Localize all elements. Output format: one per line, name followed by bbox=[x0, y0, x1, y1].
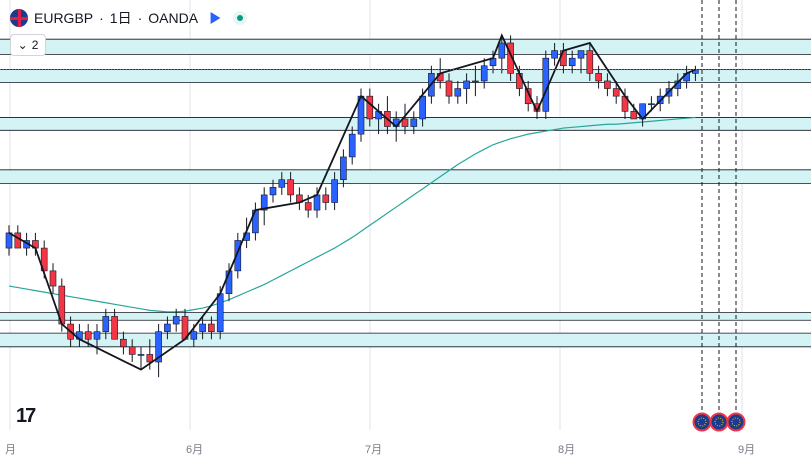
candle-up bbox=[93, 331, 101, 340]
chevron-down-icon: ⌄ bbox=[17, 38, 28, 52]
separator: · bbox=[99, 10, 104, 26]
candle-down bbox=[49, 270, 57, 287]
candle-down bbox=[604, 80, 611, 89]
candle-down bbox=[586, 50, 594, 74]
candle-up bbox=[454, 88, 462, 97]
candle-up bbox=[172, 316, 180, 325]
candle-up bbox=[410, 118, 418, 127]
candle-up bbox=[155, 331, 162, 363]
candle-up bbox=[348, 133, 356, 158]
candle-down bbox=[146, 354, 154, 363]
candle-down bbox=[630, 111, 638, 120]
candle-up bbox=[340, 156, 347, 181]
candle-down bbox=[322, 194, 330, 203]
market-status-icon[interactable] bbox=[233, 11, 248, 25]
x-tick-label: 月 bbox=[5, 444, 16, 456]
future-event-lines bbox=[0, 0, 811, 432]
candle-down bbox=[84, 331, 92, 340]
candle-up bbox=[137, 354, 145, 356]
candle-up bbox=[577, 50, 585, 59]
symbol-legend[interactable]: EURGBP · 1日 · OANDA bbox=[10, 8, 248, 28]
symbol-name: EURGBP bbox=[34, 10, 94, 26]
x-tick-label: 6月 bbox=[186, 444, 204, 456]
eu-flag-icon bbox=[692, 412, 712, 432]
x-tick-label: 7月 bbox=[365, 444, 383, 456]
eu-flag-icon bbox=[709, 412, 729, 432]
candle-down bbox=[516, 73, 523, 89]
candle-down bbox=[401, 118, 409, 127]
zigzag-line bbox=[8, 33, 696, 371]
grid bbox=[9, 0, 743, 430]
interval-label: 1日 bbox=[109, 10, 132, 26]
indicator-count: 2 bbox=[31, 38, 39, 52]
moving-average bbox=[8, 116, 696, 313]
x-tick-label: 8月 bbox=[558, 444, 576, 456]
candle-up bbox=[472, 80, 479, 83]
candle-down bbox=[128, 346, 136, 355]
candle-up bbox=[269, 187, 277, 196]
candle-down bbox=[524, 88, 532, 105]
support-resistance-zones[interactable] bbox=[0, 38, 811, 348]
candle-up bbox=[190, 331, 198, 340]
candle-up bbox=[331, 179, 338, 203]
zone-rect bbox=[0, 39, 811, 55]
candles bbox=[5, 35, 699, 378]
eu-flag-icon bbox=[726, 412, 746, 432]
separator: · bbox=[137, 10, 143, 26]
zone-rect bbox=[0, 312, 811, 321]
candle-down bbox=[287, 179, 294, 196]
candle-down bbox=[366, 95, 374, 120]
candle-up bbox=[278, 179, 286, 188]
candle-up bbox=[568, 57, 576, 67]
zone-rect bbox=[0, 169, 811, 184]
candle-up bbox=[216, 293, 224, 332]
candle-up bbox=[164, 323, 171, 332]
candle-up bbox=[102, 316, 110, 332]
candle-up bbox=[419, 95, 426, 120]
x-tick-label: 9月 bbox=[738, 444, 756, 456]
candle-down bbox=[560, 50, 567, 67]
candle-down bbox=[595, 73, 602, 82]
exchange-label: OANDA bbox=[148, 10, 199, 26]
collapse-indicators-button[interactable]: ⌄ 2 bbox=[10, 34, 46, 56]
tradingview-logo[interactable]: 17 bbox=[16, 405, 36, 427]
candle-down bbox=[208, 323, 215, 332]
candle-up bbox=[480, 65, 488, 82]
candle-up bbox=[234, 240, 242, 272]
candle-up bbox=[260, 194, 268, 211]
candle-up bbox=[551, 50, 558, 59]
ma-line bbox=[8, 116, 696, 313]
candle-down bbox=[111, 316, 118, 340]
candle-up bbox=[463, 80, 470, 89]
eurgbp-flag-icon bbox=[10, 9, 28, 27]
eu-stars-icon bbox=[731, 417, 741, 427]
zone-rect bbox=[0, 69, 811, 83]
eu-stars-icon bbox=[697, 417, 707, 427]
candle-down bbox=[507, 42, 514, 74]
candle-up bbox=[498, 42, 506, 59]
candle-up bbox=[313, 194, 321, 211]
zigzag-path bbox=[8, 33, 696, 371]
candle-up bbox=[5, 232, 13, 249]
candle-up bbox=[199, 323, 206, 332]
candle-up bbox=[648, 103, 655, 106]
eu-stars-icon bbox=[714, 417, 724, 427]
candle-down bbox=[120, 338, 127, 348]
flag-marker-icon[interactable] bbox=[210, 12, 221, 24]
candle-down bbox=[612, 88, 620, 97]
candle-down bbox=[445, 80, 453, 97]
candle-down bbox=[14, 232, 22, 249]
candle-down bbox=[304, 202, 312, 211]
